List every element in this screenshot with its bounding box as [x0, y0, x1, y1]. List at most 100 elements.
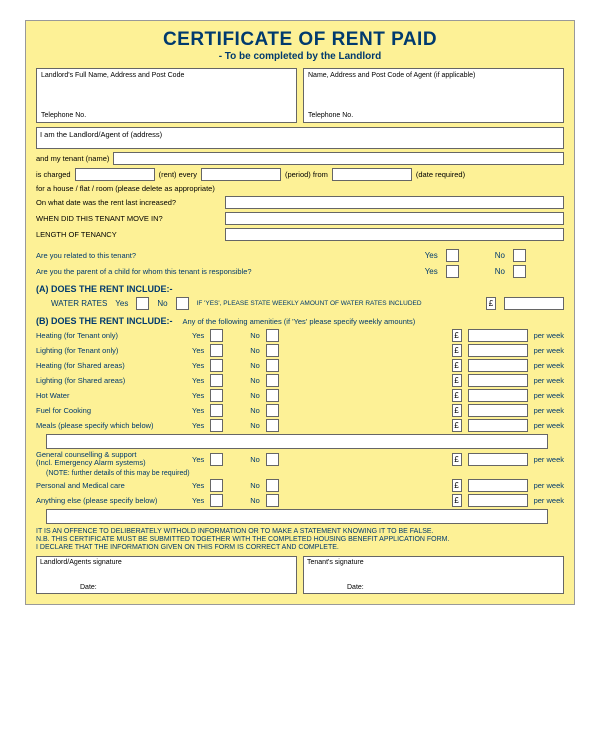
gc-note: (NOTE: further details of this may be re…: [36, 470, 564, 477]
water-no-label: No: [157, 299, 167, 308]
section-b-title: (B) DOES THE RENT INCLUDE:-: [36, 316, 173, 326]
amenity-label: Heating (for Shared areas): [36, 361, 186, 370]
parent-no-checkbox[interactable]: [513, 265, 526, 278]
landlord-box[interactable]: Landlord's Full Name, Address and Post C…: [36, 68, 297, 123]
water-yes-label: Yes: [115, 299, 128, 308]
related-no-checkbox[interactable]: [513, 249, 526, 262]
amenity-amount-input[interactable]: [468, 344, 528, 357]
parent-yes-label: Yes: [425, 267, 438, 276]
amenity-no-checkbox[interactable]: [266, 344, 279, 357]
water-yes-checkbox[interactable]: [136, 297, 149, 310]
meals-specify-input[interactable]: [46, 434, 548, 449]
page: CERTIFICATE OF RENT PAID - To be complet…: [0, 0, 600, 730]
charge-line: is charged (rent) every (period) from (d…: [36, 168, 564, 181]
landlord-sig-label: Landlord/Agents signature: [40, 559, 293, 566]
pm-amount-input[interactable]: [468, 479, 528, 492]
gc-no-checkbox[interactable]: [266, 453, 279, 466]
amenity-row: Meals (please specify which below)YesNo£…: [36, 419, 564, 432]
pm-no-checkbox[interactable]: [266, 479, 279, 492]
tenant-sig-label: Tenant's signature: [307, 559, 560, 566]
amenity-label: Lighting (for Tenant only): [36, 346, 186, 355]
amenity-row: Heating (for Shared areas)YesNo£per week: [36, 359, 564, 372]
amenity-no-checkbox[interactable]: [266, 419, 279, 432]
address-label: I am the Landlord/Agent of (address): [40, 130, 162, 139]
ae-amount-input[interactable]: [468, 494, 528, 507]
tenancy-length-input[interactable]: [225, 228, 564, 241]
amenity-label: Meals (please specify which below): [36, 421, 186, 430]
landlord-date-label: Date:: [40, 584, 293, 591]
amenity-amount-input[interactable]: [468, 359, 528, 372]
ae-specify-input[interactable]: [46, 509, 548, 524]
related-no-label: No: [495, 251, 505, 260]
amenity-row: Lighting (for Tenant only)YesNo£per week: [36, 344, 564, 357]
period-input[interactable]: [201, 168, 281, 181]
water-no-checkbox[interactable]: [176, 297, 189, 310]
rent-amount-input[interactable]: [75, 168, 155, 181]
q-length: LENGTH OF TENANCY: [36, 230, 221, 239]
q-parent: Are you the parent of a child for whom t…: [36, 267, 417, 276]
amenity-yes-checkbox[interactable]: [210, 329, 223, 342]
amenity-yes-checkbox[interactable]: [210, 404, 223, 417]
amenity-yes-checkbox[interactable]: [210, 389, 223, 402]
amenity-amount-input[interactable]: [468, 389, 528, 402]
date-from-input[interactable]: [332, 168, 412, 181]
form-subtitle: - To be completed by the Landlord: [36, 51, 564, 62]
amenity-label: Lighting (for Shared areas): [36, 376, 186, 385]
amenity-label: Fuel for Cooking: [36, 406, 186, 415]
house-line: for a house / flat / room (please delete…: [36, 184, 564, 193]
tenant-name-input[interactable]: [113, 152, 564, 165]
amenity-yes-checkbox[interactable]: [210, 344, 223, 357]
pm-label: Personal and Medical care: [36, 481, 186, 490]
charge-l2: (rent) every: [159, 170, 197, 179]
amenity-label: Heating (for Tenant only): [36, 331, 186, 340]
pound-icon: £: [486, 297, 496, 310]
tenant-signature-box[interactable]: Tenant's signature Date:: [303, 556, 564, 594]
amenity-yes-checkbox[interactable]: [210, 374, 223, 387]
ae-no-checkbox[interactable]: [266, 494, 279, 507]
amenity-no-checkbox[interactable]: [266, 329, 279, 342]
ae-yes-checkbox[interactable]: [210, 494, 223, 507]
amenity-amount-input[interactable]: [468, 404, 528, 417]
amenity-no-checkbox[interactable]: [266, 359, 279, 372]
q-movein: WHEN DID THIS TENANT MOVE IN?: [36, 214, 221, 223]
charge-l3: (period) from: [285, 170, 328, 179]
tenant-date-label: Date:: [307, 584, 560, 591]
landlord-box-label: Landlord's Full Name, Address and Post C…: [41, 72, 292, 79]
tenant-label: and my tenant (name): [36, 154, 109, 163]
water-note: IF 'YES', PLEASE STATE WEEKLY AMOUNT OF …: [197, 300, 478, 307]
related-yes-checkbox[interactable]: [446, 249, 459, 262]
amenity-no-checkbox[interactable]: [266, 389, 279, 402]
landlord-signature-box[interactable]: Landlord/Agents signature Date:: [36, 556, 297, 594]
amenity-yes-checkbox[interactable]: [210, 359, 223, 372]
gc-amount-input[interactable]: [468, 453, 528, 466]
charge-l1: is charged: [36, 170, 71, 179]
agent-telephone-label: Telephone No.: [308, 112, 559, 119]
form-title: CERTIFICATE OF RENT PAID: [36, 29, 564, 51]
amenity-amount-input[interactable]: [468, 374, 528, 387]
amenity-no-checkbox[interactable]: [266, 404, 279, 417]
amenities-list: Heating (for Tenant only)YesNo£per weekL…: [36, 329, 564, 432]
amenity-amount-input[interactable]: [468, 329, 528, 342]
house-label: for a house / flat / room (please delete…: [36, 184, 215, 193]
amenity-amount-input[interactable]: [468, 419, 528, 432]
amenity-yes-checkbox[interactable]: [210, 419, 223, 432]
signature-row: Landlord/Agents signature Date: Tenant's…: [36, 556, 564, 594]
q-related: Are you related to this tenant?: [36, 251, 417, 260]
pm-yes-checkbox[interactable]: [210, 479, 223, 492]
agent-box[interactable]: Name, Address and Post Code of Agent (if…: [303, 68, 564, 123]
amenity-row: Fuel for CookingYesNo£per week: [36, 404, 564, 417]
q-increase: On what date was the rent last increased…: [36, 198, 221, 207]
water-amount-input[interactable]: [504, 297, 564, 310]
water-rates-label: WATER RATES: [36, 299, 107, 308]
amenity-row: Lighting (for Shared areas)YesNo£per wee…: [36, 374, 564, 387]
increase-date-input[interactable]: [225, 196, 564, 209]
amenity-label: Hot Water: [36, 391, 186, 400]
parent-yes-checkbox[interactable]: [446, 265, 459, 278]
amenity-no-checkbox[interactable]: [266, 374, 279, 387]
section-a-title: (A) DOES THE RENT INCLUDE:-: [36, 284, 564, 294]
gc-label: General counselling & support (Incl. Eme…: [36, 451, 186, 468]
offence-text: IT IS AN OFFENCE TO DELIBERATELY WITHOLD…: [36, 528, 564, 552]
gc-yes-checkbox[interactable]: [210, 453, 223, 466]
address-box[interactable]: I am the Landlord/Agent of (address): [36, 127, 564, 149]
movein-date-input[interactable]: [225, 212, 564, 225]
